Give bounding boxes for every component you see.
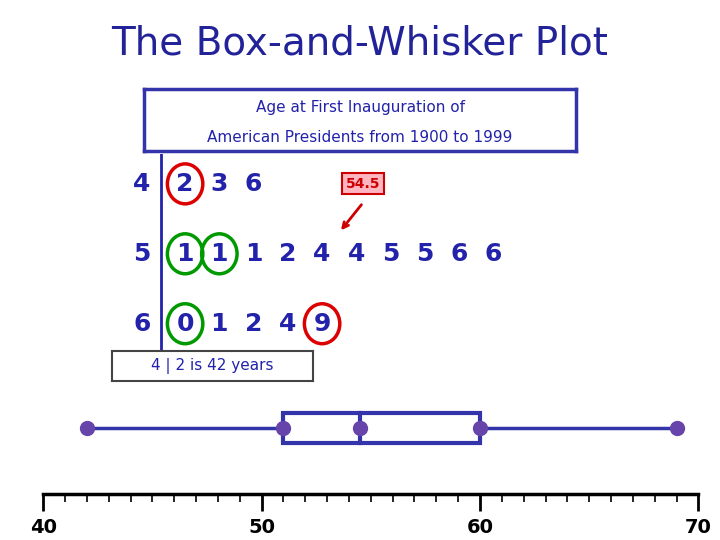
Text: The Box-and-Whisker Plot: The Box-and-Whisker Plot (112, 24, 608, 62)
Point (354, 423, 366, 432)
Text: 4: 4 (133, 172, 150, 196)
Text: 6: 6 (485, 242, 502, 266)
Text: American Presidents from 1900 to 1999: American Presidents from 1900 to 1999 (207, 130, 513, 145)
Text: 1: 1 (245, 242, 262, 266)
Text: 1: 1 (211, 242, 228, 266)
Text: 0: 0 (176, 312, 194, 336)
Text: 3: 3 (211, 172, 228, 196)
Text: 6: 6 (133, 312, 150, 336)
Point (474, 423, 486, 432)
Text: 6: 6 (451, 242, 468, 266)
Text: 2: 2 (176, 172, 194, 196)
Text: 1: 1 (211, 312, 228, 336)
Text: 6: 6 (245, 172, 262, 196)
Text: 4: 4 (313, 242, 330, 266)
Bar (284, 413, 480, 443)
Text: 5: 5 (382, 242, 400, 266)
Point (278, 423, 289, 432)
Point (81, 423, 93, 432)
Text: 2: 2 (245, 312, 262, 336)
Text: 5: 5 (133, 242, 150, 266)
Text: Age at First Inauguration of: Age at First Inauguration of (256, 100, 464, 115)
Text: 4: 4 (279, 312, 297, 336)
Text: 4: 4 (348, 242, 365, 266)
Text: 5: 5 (416, 242, 433, 266)
Text: 54.5: 54.5 (346, 177, 380, 191)
Point (671, 423, 683, 432)
Text: 4 | 2 is 42 years: 4 | 2 is 42 years (151, 358, 274, 374)
Text: 2: 2 (279, 242, 297, 266)
Text: 9: 9 (313, 312, 330, 336)
Text: 1: 1 (176, 242, 194, 266)
